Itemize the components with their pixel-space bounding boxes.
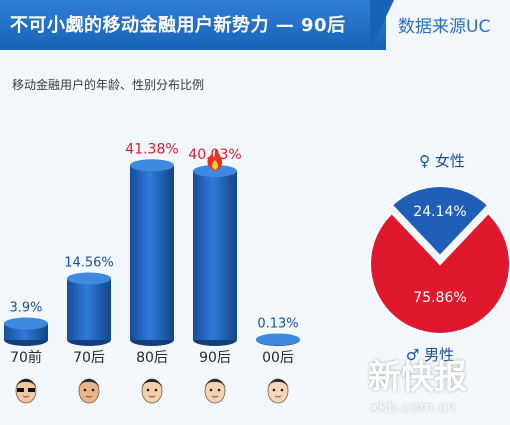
title-banner-wedge	[370, 0, 394, 50]
data-source: 数据来源UC	[398, 17, 491, 37]
bar-value-label: 41.38%	[125, 141, 178, 157]
header: 不可小觑的移动金融用户新势力 — 90后 数据来源UC	[0, 0, 510, 50]
legend-female: ♀ 女性	[419, 152, 465, 170]
watermark-url: xkb.com.cn	[370, 398, 457, 416]
flame-icon	[207, 148, 223, 171]
bar-body	[130, 165, 174, 340]
bar-top	[4, 317, 48, 330]
bar-body	[67, 278, 111, 340]
category-label: 00后	[262, 350, 294, 366]
bar-value-label: 14.56%	[64, 256, 114, 271]
chart-subtitle: 移动金融用户的年龄、性别分布比例	[12, 78, 205, 92]
watermark-logo: 新快报	[368, 357, 467, 396]
bars-layer: 3.9%70前14.56%70后41.38%80后40.03%90后0.13%0…	[4, 141, 300, 366]
bar-value-label: 0.13%	[257, 316, 298, 331]
pie-slice-female	[390, 185, 490, 258]
bar-top	[67, 272, 111, 285]
faces-layer	[15, 378, 289, 404]
pie-label-male: 75.86%	[413, 290, 466, 306]
bar-value-label: 3.9%	[9, 301, 42, 316]
bar-top	[130, 159, 174, 172]
title-banner	[0, 0, 386, 50]
face-icon	[15, 378, 37, 404]
bar-2: 41.38% 80后	[125, 141, 178, 366]
bar-top	[256, 333, 300, 346]
face-icon	[204, 378, 226, 404]
legend-male: ♂ 男性	[406, 346, 454, 364]
gender-pie: 24.14% 75.86% ♀ 女性 ♂ 男性	[369, 152, 510, 364]
category-label: 80后	[136, 350, 168, 366]
bar-3: 40.03%90后	[188, 147, 241, 366]
bar-0: 3.9% 70前	[4, 301, 48, 366]
face-icon	[141, 378, 163, 404]
bar-4: 0.13% 00后	[256, 316, 300, 366]
pie-label-female: 24.14%	[413, 204, 466, 220]
bar-body	[193, 170, 237, 340]
face-icon	[267, 378, 289, 404]
face-icon	[78, 378, 100, 404]
category-label: 70前	[10, 349, 42, 366]
page-title: 不可小觑的移动金融用户新势力 — 90后	[10, 15, 346, 36]
bar-1: 14.56% 70后	[64, 256, 114, 366]
category-label: 90后	[199, 350, 231, 366]
pie-slice-male	[369, 211, 510, 335]
category-label: 70后	[73, 350, 105, 366]
